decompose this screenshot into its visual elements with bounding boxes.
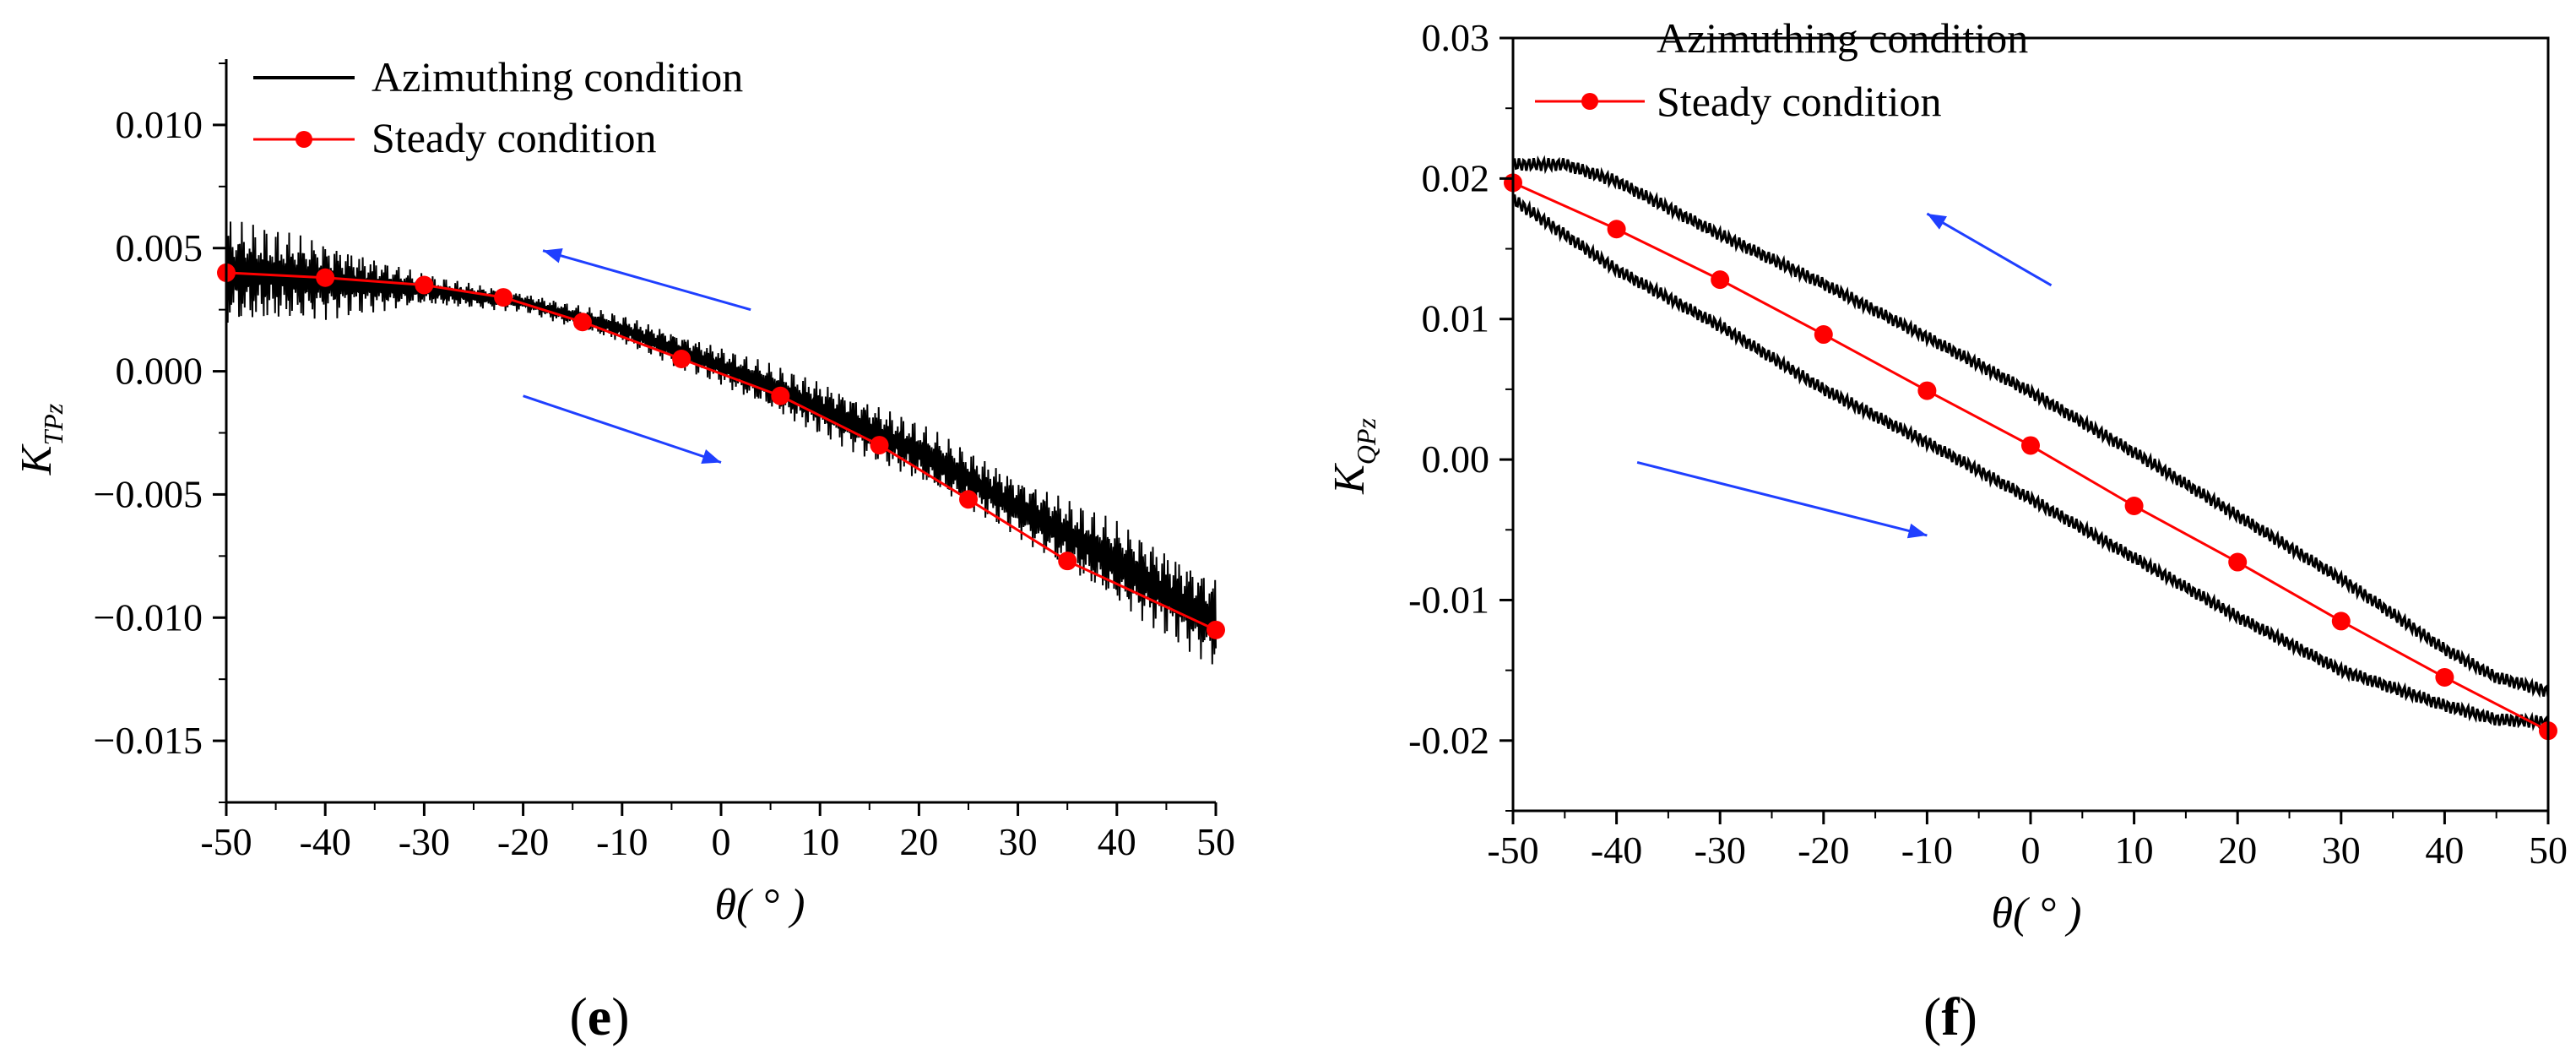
y-tick-label: −0.010	[94, 595, 203, 639]
direction-arrow-right	[1636, 460, 1928, 537]
direction-arrow-left	[542, 249, 751, 312]
chart-e-y-axis-subscript: TPz	[38, 403, 68, 445]
series-steady-point	[1917, 381, 1937, 400]
series-steady-point	[494, 288, 513, 307]
x-tick-label: 50	[1196, 820, 1235, 863]
chart-f-y-axis-subscript: QPz	[1351, 418, 1381, 465]
x-tick-label: -30	[399, 820, 450, 863]
series-steady-point	[1607, 220, 1626, 239]
x-tick-label: -40	[300, 820, 351, 863]
x-tick-label: 50	[2529, 829, 2568, 872]
series-steady-point	[1814, 325, 1833, 345]
series-steady-line	[225, 271, 1217, 632]
chart-e-legend: Azimuthing condition Steady condition	[253, 53, 743, 161]
x-tick-label: 0	[2021, 829, 2041, 872]
x-tick-label: 0	[712, 820, 731, 863]
series-steady-point	[1711, 270, 1730, 290]
panel-label-f: (f)	[1923, 986, 1977, 1046]
direction-arrow-head-left	[1927, 213, 1947, 230]
chart-panel-f: -50 -40 -30 -20 -10 0 10 20 30 40 50 0.03 0.02 0.01 0.…	[1326, 14, 2568, 1046]
y-tick-label: −0.005	[94, 472, 203, 515]
chart-f-series	[1504, 155, 2557, 741]
x-tick-label: 10	[2115, 829, 2154, 872]
series-steady-point	[870, 436, 889, 455]
y-tick-label: 0.005	[116, 226, 203, 269]
series-azimuthing-line	[225, 221, 1217, 665]
y-tick-label: 0.000	[116, 350, 203, 393]
series-steady-point	[2021, 436, 2040, 455]
series-steady-point	[572, 313, 592, 332]
legend-f-steady-label: Steady condition	[1657, 78, 1941, 125]
x-tick-label: 40	[2425, 829, 2464, 872]
x-tick-label: -50	[1487, 829, 1538, 872]
legend-azimuthing-label: Azimuthing condition	[371, 53, 743, 101]
series-steady-point	[2331, 611, 2351, 631]
series-steady-point	[316, 268, 335, 287]
x-tick-label: 10	[800, 820, 839, 863]
x-tick-label: -50	[200, 820, 252, 863]
chart-f-y-axis-title: KQPz	[1326, 418, 1381, 495]
chart-e-arrows	[523, 248, 751, 465]
series-azimuthing-line	[1511, 155, 2550, 698]
direction-arrow-right	[523, 394, 722, 464]
panel-label-f-letter: f	[1941, 986, 1960, 1046]
x-tick-label: 20	[2218, 829, 2257, 872]
x-tick-label: -30	[1695, 829, 1746, 872]
chart-f-ticks: -50 -40 -30 -20 -10 0 10 20 30 40 50 0.03 0.02 0.01 0.…	[1408, 16, 2568, 872]
chart-f-axes	[1511, 36, 2550, 813]
series-steady-point	[672, 350, 691, 368]
y-tick-label: 0.00	[1422, 438, 1490, 481]
chart-f-x-axis-title: θ( ° )	[1992, 889, 2082, 938]
chart-f-arrows	[1636, 212, 2053, 539]
direction-arrow-head-right	[1906, 523, 1928, 539]
series-steady-point	[2124, 496, 2144, 515]
series-steady-point	[2435, 667, 2454, 687]
chart-f-legend: Azimuthing condition Steady condition	[1535, 14, 2028, 125]
chart-panel-e: -50 -40 -30 -20 -10 0 10 20 30 40 50 0.010 0.005 0.00…	[13, 53, 1235, 1046]
x-tick-label: 40	[1098, 820, 1136, 863]
chart-f-y-axis-symbol: K	[1326, 463, 1374, 495]
series-steady-point	[959, 490, 978, 509]
direction-arrow-head-left	[543, 248, 563, 264]
series-steady-point	[1058, 552, 1077, 571]
chart-e-y-axis-title: KTPz	[13, 403, 68, 476]
y-tick-label: 0.010	[116, 103, 203, 146]
legend-f-azimuthing-label: Azimuthing condition	[1657, 14, 2028, 62]
chart-e-axes	[226, 63, 1216, 802]
y-tick-label: 0.03	[1422, 16, 1490, 59]
x-tick-label: -10	[1901, 829, 1953, 872]
series-steady-point	[415, 275, 434, 295]
series-steady-point	[1207, 620, 1225, 639]
x-tick-label: -40	[1591, 829, 1642, 872]
x-tick-label: 30	[2322, 829, 2361, 872]
direction-arrow-left	[1926, 212, 2053, 287]
x-tick-label: -10	[596, 820, 648, 863]
y-tick-label: 0.01	[1422, 297, 1490, 340]
y-tick-label: −0.015	[94, 719, 203, 762]
svg-text:KTPz: KTPz	[13, 403, 68, 476]
y-tick-label: 0.02	[1422, 156, 1490, 199]
chart-e-x-axis-title: θ( ° )	[715, 881, 805, 929]
legend-steady-marker	[296, 131, 312, 148]
chart-e-ticks: -50 -40 -30 -20 -10 0 10 20 30 40 50 0.010 0.005 0.00…	[94, 59, 1235, 863]
legend-f-steady-marker	[1581, 93, 1598, 110]
series-steady-point	[771, 386, 790, 405]
x-tick-label: 20	[899, 820, 938, 863]
chart-e-y-axis-symbol: K	[13, 443, 61, 476]
svg-text:KQPz: KQPz	[1326, 418, 1381, 495]
direction-arrow-head-right	[701, 448, 721, 465]
panel-label-e: (e)	[569, 986, 629, 1046]
series-steady-line	[1512, 181, 2549, 732]
series-azimuthing-line	[1511, 193, 2550, 731]
panel-label-e-letter: e	[588, 986, 611, 1046]
chart-e-series	[217, 221, 1225, 665]
x-tick-label: 30	[999, 820, 1038, 863]
x-tick-label: -20	[1798, 829, 1849, 872]
series-steady-point	[2228, 552, 2248, 572]
x-tick-label: -20	[497, 820, 549, 863]
y-tick-label: -0.02	[1408, 719, 1489, 762]
y-tick-label: -0.01	[1408, 578, 1489, 621]
legend-steady-label: Steady condition	[371, 114, 656, 161]
